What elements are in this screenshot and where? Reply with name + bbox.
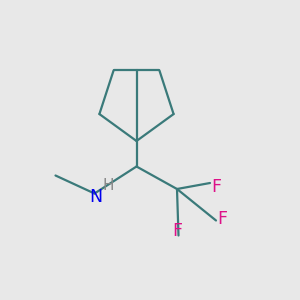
Text: F: F — [172, 222, 182, 240]
Text: H: H — [102, 178, 114, 194]
Text: F: F — [218, 210, 228, 228]
Text: F: F — [211, 178, 221, 196]
Text: N: N — [89, 188, 103, 206]
